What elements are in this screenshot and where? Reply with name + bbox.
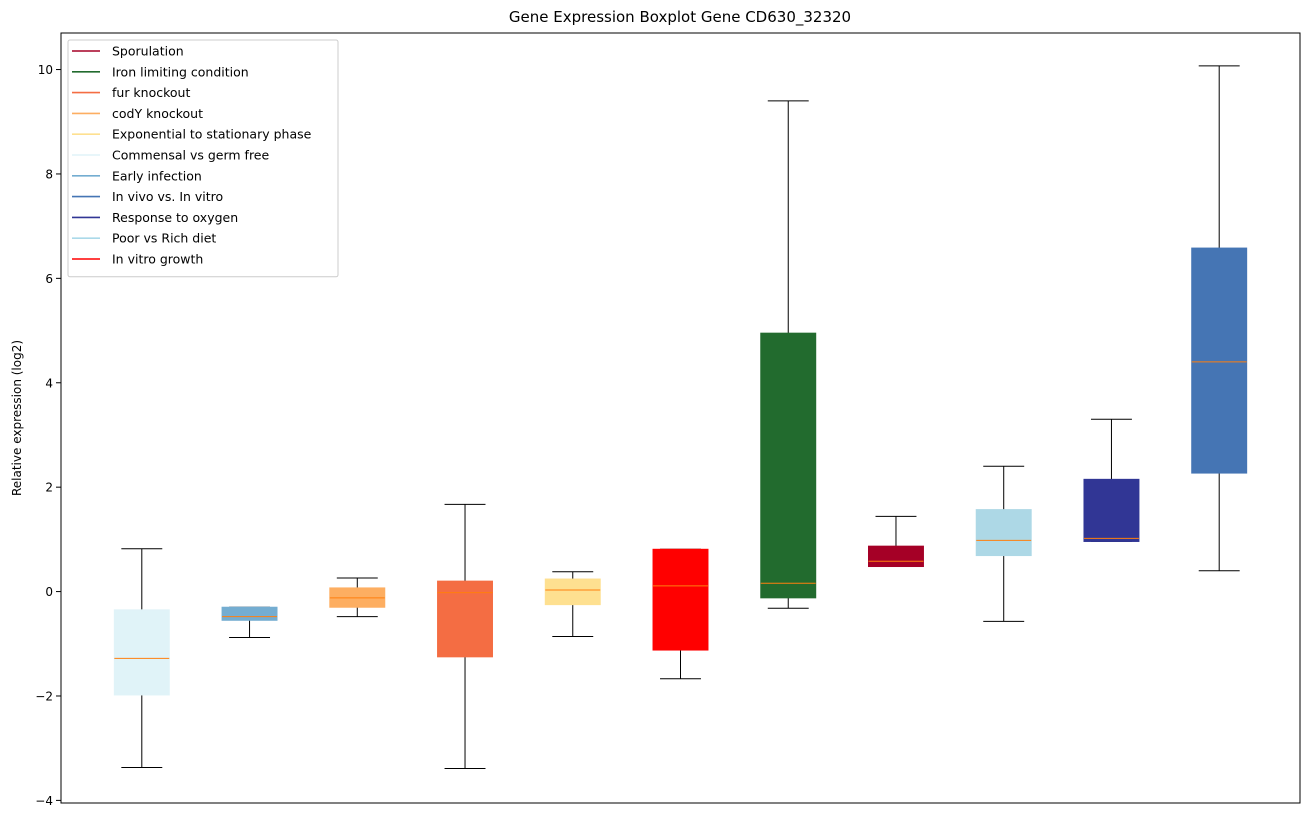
box-body <box>652 548 709 651</box>
box-10 <box>1083 418 1140 542</box>
boxes-layer <box>113 65 1248 770</box>
box-1 <box>113 548 170 769</box>
box-body <box>1191 247 1248 474</box>
legend-item: In vivo vs. In vitro <box>72 189 223 204</box>
plot-area-frame <box>60 32 1301 804</box>
box-body <box>975 509 1032 557</box>
legend-label: Sporulation <box>112 44 184 59</box>
box-8 <box>868 515 924 568</box>
box-11 <box>1191 65 1248 572</box>
legend-item: Commensal vs germ free <box>72 148 269 163</box>
legend: Sporulation Iron limiting condition fur kn… <box>67 39 339 278</box>
legend-item: fur knockout <box>72 85 190 100</box>
box-7 <box>760 100 817 609</box>
box-2 <box>221 606 278 639</box>
legend-label: Response to oxygen <box>112 210 238 225</box>
legend-label: Commensal vs germ free <box>112 148 269 163</box>
box-body <box>113 609 170 696</box>
chart-title: Gene Expression Boxplot Gene CD630_32320 <box>509 8 851 27</box>
box-5 <box>544 571 601 637</box>
legend-label: codY knockout <box>112 106 203 121</box>
legend-item: Exponential to stationary phase <box>72 127 312 142</box>
legend-frame <box>67 39 339 278</box>
y-tick-label: −2 <box>35 689 53 703</box>
box-3 <box>329 577 386 618</box>
legend-label: Early infection <box>112 168 202 183</box>
legend-item: Iron limiting condition <box>72 64 249 79</box>
box-9 <box>975 465 1032 622</box>
y-tick-label: 6 <box>45 272 53 286</box>
y-tick-label: 8 <box>45 167 53 181</box>
y-tick-label: −4 <box>35 794 53 808</box>
box-body <box>1083 478 1140 542</box>
legend-label: fur knockout <box>112 85 190 100</box>
legend-item: Poor vs Rich diet <box>72 231 216 246</box>
legend-label: In vitro growth <box>112 252 203 267</box>
box-body <box>544 578 601 606</box>
legend-item: Response to oxygen <box>72 210 238 225</box>
y-tick-label: 0 <box>45 585 53 599</box>
box-body <box>868 545 924 568</box>
legend-label: Exponential to stationary phase <box>112 127 312 142</box>
legend-item: codY knockout <box>72 106 203 121</box>
y-tick-label: 10 <box>38 63 53 77</box>
legend-label: Poor vs Rich diet <box>112 231 216 246</box>
y-axis-label: Relative expression (log2) <box>10 340 24 496</box>
box-body <box>760 332 817 599</box>
box-body <box>437 580 493 658</box>
y-axis-ticks: −4 −2 0 2 4 6 8 10 <box>35 63 61 808</box>
box-4 <box>437 503 493 770</box>
legend-item: Sporulation <box>72 44 184 59</box>
legend-item: In vitro growth <box>72 252 203 267</box>
box-body <box>221 606 278 621</box>
box-6 <box>652 548 709 680</box>
legend-label: In vivo vs. In vitro <box>112 189 223 204</box>
y-tick-label: 4 <box>45 376 53 390</box>
y-tick-label: 2 <box>45 481 53 495</box>
legend-item: Early infection <box>72 168 202 183</box>
legend-label: Iron limiting condition <box>112 64 249 79</box>
